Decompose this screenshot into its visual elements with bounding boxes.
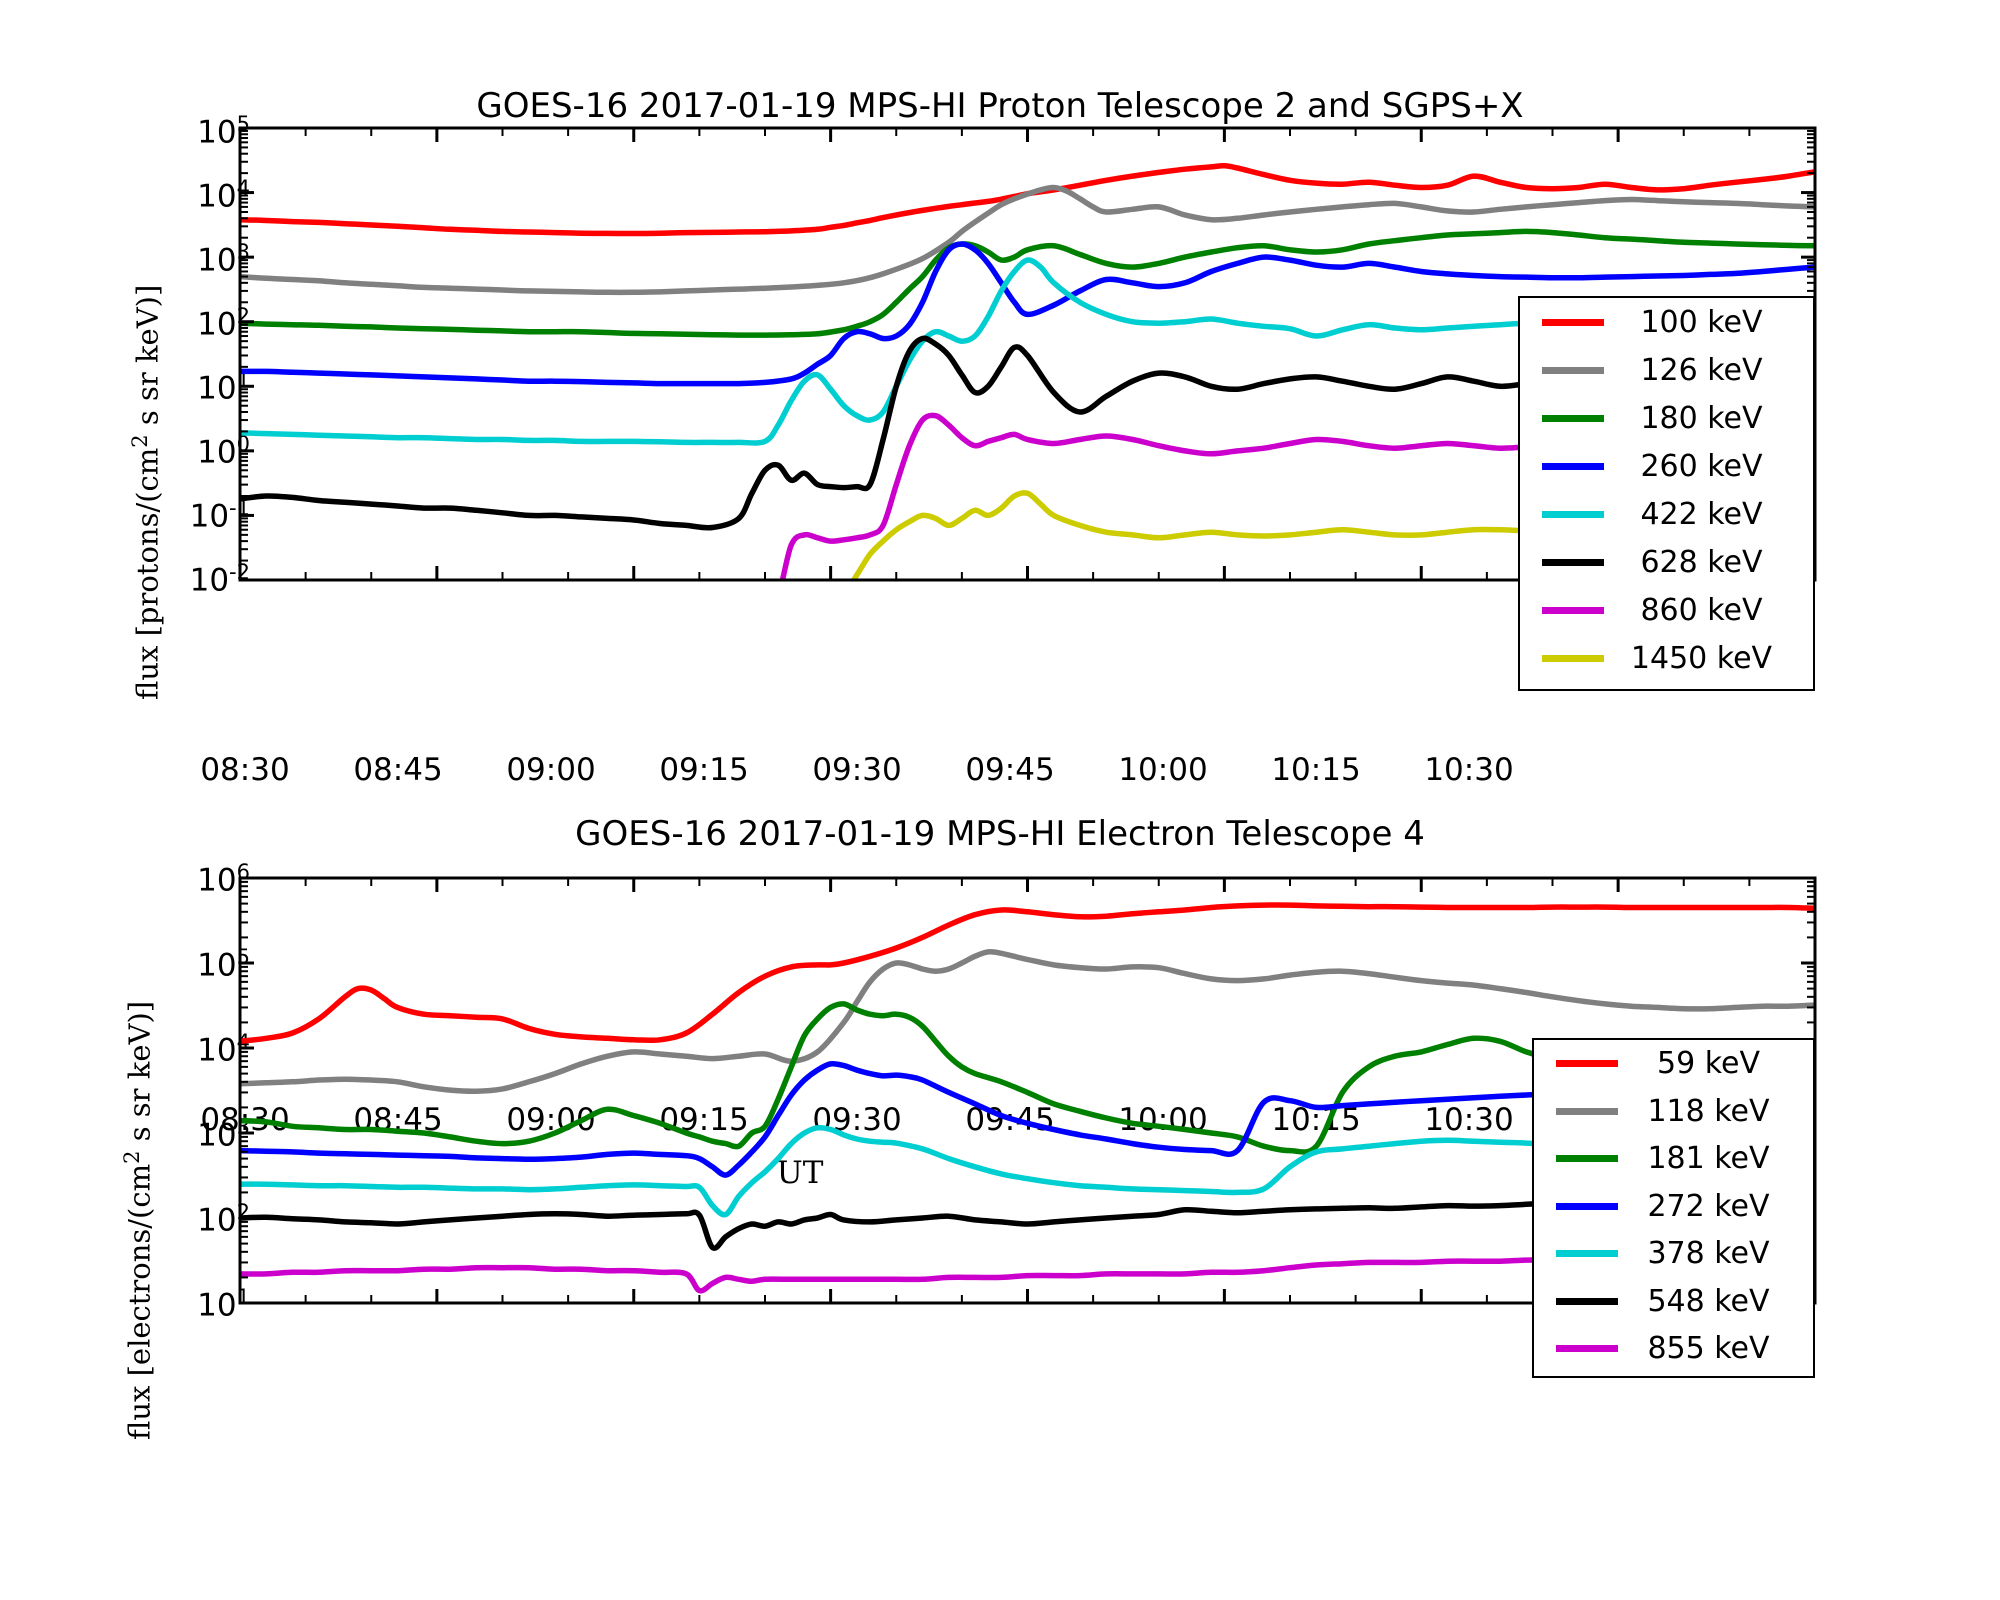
series-line-260-kev [240, 241, 1815, 387]
panel1-xtick-7: 10:15 [1271, 752, 1361, 788]
series-line-126-kev [240, 184, 1815, 296]
panel1-xtick-5: 09:45 [965, 752, 1055, 788]
panel1-xtick-2: 09:00 [506, 752, 596, 788]
legend-swatch-icon [1542, 318, 1604, 326]
legend-swatch-icon [1542, 510, 1604, 518]
legend-label: 628 keV [1640, 544, 1763, 580]
legend-label: 181 keV [1647, 1141, 1770, 1177]
legend-swatch-icon [1542, 558, 1604, 566]
legend-item-272-kev[interactable]: 272 keV [1534, 1183, 1813, 1231]
series-line-628-kev [240, 335, 1815, 531]
series-line-181-kev [240, 1001, 1815, 1155]
legend-swatch-icon [1556, 1155, 1618, 1163]
proton-telescope-panel: GOES-16 2017-01-19 MPS-HI Proton Telesco… [128, 86, 1817, 788]
tick-mantissa: 10 [197, 1287, 237, 1324]
legend-item-180-kev[interactable]: 180 keV [1520, 394, 1813, 442]
legend-item-628-kev[interactable]: 628 keV [1520, 538, 1813, 586]
tick-mantissa: 10 [197, 178, 237, 215]
legend-swatch-icon [1542, 654, 1604, 662]
legend-item-181-kev[interactable]: 181 keV [1534, 1135, 1813, 1183]
legend-item-860-kev[interactable]: 860 keV [1520, 586, 1813, 634]
tick-mantissa: 10 [197, 1117, 237, 1154]
series-line-118-kev [240, 948, 1815, 1094]
legend-item-422-kev[interactable]: 422 keV [1520, 490, 1813, 538]
legend-item-118-kev[interactable]: 118 keV [1534, 1088, 1813, 1136]
legend-label: 378 keV [1647, 1236, 1770, 1272]
series-line-100-kev [240, 163, 1815, 237]
legend-label: 126 keV [1640, 352, 1763, 388]
panel2-xtick-8: 10:30 [1424, 1102, 1514, 1138]
tick-mantissa: 10 [197, 242, 237, 279]
panel1-title: GOES-16 2017-01-19 MPS-HI Proton Telesco… [476, 86, 1524, 126]
tick-mantissa: 10 [197, 862, 237, 899]
tick-mantissa: 10 [197, 370, 237, 407]
series-line-548-kev [240, 1191, 1815, 1251]
legend-label: 860 keV [1640, 592, 1763, 628]
legend-swatch-icon [1542, 366, 1604, 374]
legend-label: 1450 keV [1630, 640, 1773, 676]
panel2-xtick-3: 09:15 [659, 1102, 749, 1138]
legend-swatch-icon [1556, 1060, 1618, 1068]
series-line-422-kev [240, 257, 1815, 446]
legend-item-548-kev[interactable]: 548 keV [1534, 1278, 1813, 1326]
legend-item-126-kev[interactable]: 126 keV [1520, 346, 1813, 394]
legend-label: 855 keV [1647, 1331, 1770, 1367]
legend-swatch-icon [1556, 1202, 1618, 1210]
legend-label: 118 keV [1647, 1093, 1770, 1129]
legend-swatch-icon [1556, 1250, 1618, 1258]
panel1-legend[interactable]: 100 keV 126 keV 180 keV 260 keV 422 keV 628 k… [1518, 296, 1815, 691]
panel1-ytick-7: 105 [150, 112, 250, 150]
tick-mantissa: 10 [189, 562, 230, 599]
tick-mantissa: 10 [197, 1202, 237, 1239]
series-line-272-kev [240, 1060, 1815, 1178]
legend-swatch-icon [1542, 462, 1604, 470]
tick-mantissa: 10 [197, 306, 237, 343]
legend-item-100-kev[interactable]: 100 keV [1520, 298, 1813, 346]
panel1-xtick-6: 10:00 [1118, 752, 1208, 788]
legend-item-855-kev[interactable]: 855 keV [1534, 1325, 1813, 1373]
legend-label: 59 keV [1657, 1046, 1760, 1082]
legend-swatch-icon [1542, 606, 1604, 614]
legend-label: 180 keV [1640, 400, 1763, 436]
legend-item-1450-kev[interactable]: 1450 keV [1520, 634, 1813, 682]
series-line-378-kev [240, 1124, 1815, 1218]
panel2-title: GOES-16 2017-01-19 MPS-HI Electron Teles… [575, 814, 1425, 854]
legend-swatch-icon [1542, 414, 1604, 422]
panel2-ytick-5: 106 [150, 860, 250, 898]
legend-item-378-kev[interactable]: 378 keV [1534, 1230, 1813, 1278]
panel2-xtick-4: 09:30 [812, 1102, 902, 1138]
tick-mantissa: 10 [197, 434, 237, 471]
legend-label: 260 keV [1640, 448, 1763, 484]
panel1-xtick-0: 08:30 [200, 752, 290, 788]
legend-label: 548 keV [1647, 1283, 1770, 1319]
series-line-59-kev [240, 902, 1815, 1045]
legend-swatch-icon [1556, 1345, 1618, 1353]
legend-label: 100 keV [1640, 304, 1763, 340]
series-line-180-kev [240, 228, 1815, 338]
legend-item-59-kev[interactable]: 59 keV [1534, 1040, 1813, 1088]
tick-mantissa: 10 [197, 114, 237, 151]
legend-swatch-icon [1556, 1297, 1618, 1305]
panel1-xtick-8: 10:30 [1424, 752, 1514, 788]
tick-mantissa: 10 [189, 498, 230, 535]
legend-item-260-kev[interactable]: 260 keV [1520, 442, 1813, 490]
panel2-x-axis-label: UT [776, 1155, 824, 1191]
panel1-xtick-4: 09:30 [812, 752, 902, 788]
panel1-xtick-3: 09:15 [659, 752, 749, 788]
tick-mantissa: 10 [197, 1032, 237, 1069]
panel1-ytick-6: 104 [150, 176, 250, 214]
legend-label: 422 keV [1640, 496, 1763, 532]
legend-swatch-icon [1556, 1107, 1618, 1115]
panel2-legend[interactable]: 59 keV 118 keV 181 keV 272 keV 378 keV 548 ke… [1532, 1038, 1815, 1378]
electron-telescope-panel: GOES-16 2017-01-19 MPS-HI Electron Teles… [0, 800, 2000, 1600]
panel1-xtick-1: 08:45 [353, 752, 443, 788]
tick-mantissa: 10 [197, 947, 237, 984]
legend-label: 272 keV [1647, 1188, 1770, 1224]
